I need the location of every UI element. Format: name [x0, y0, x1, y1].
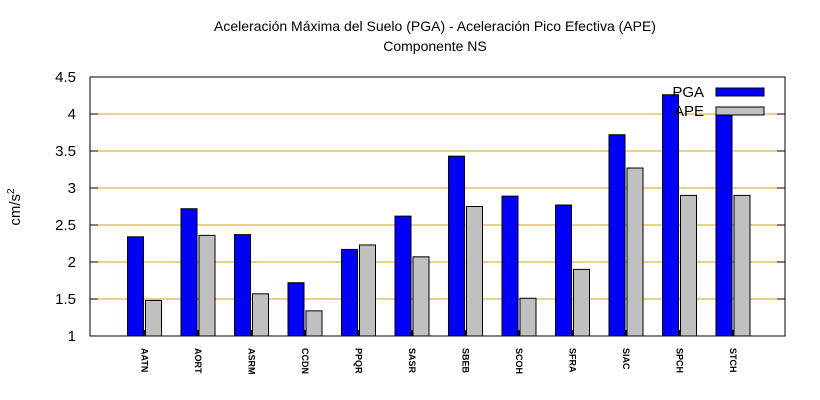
bar-ape-scoh — [519, 297, 537, 337]
y-tick-label: 3.5 — [55, 143, 76, 160]
bar-ape-sasr — [412, 256, 430, 337]
bar-ape-aort — [198, 234, 216, 337]
legend-swatch-pga — [715, 87, 765, 97]
y-tick-label: 2.5 — [55, 217, 76, 234]
bar-pga-asrm — [234, 234, 251, 337]
bar-ape-sbeb — [466, 206, 483, 337]
y-tick-label: 2 — [68, 254, 76, 271]
bar-ape-aatn — [145, 299, 162, 337]
y-tick-label: 3 — [68, 180, 76, 197]
x-tick-label: SFRA — [568, 348, 578, 373]
bar-pga-stch — [715, 114, 733, 337]
x-tick-label: SASR — [407, 348, 417, 374]
bar-ape-spch — [680, 194, 697, 337]
y-ticks: 1 1.5 2 2.5 3 3.5 4 4.5 — [55, 69, 785, 345]
legend-swatch-ape — [715, 106, 765, 116]
y-axis-label: cm/s2 — [6, 188, 24, 226]
y-tick-label: 4 — [68, 106, 76, 123]
bar-ape-sfra — [573, 268, 590, 337]
chart-title: Aceleración Máxima del Suelo (PGA) - Ace… — [214, 18, 656, 34]
plot-frame — [89, 76, 786, 337]
y-tick-label: 1.5 — [55, 291, 76, 308]
x-tick-label: AORT — [193, 348, 203, 374]
legend-label-pga: PGA — [672, 84, 704, 101]
bar-pga-sfra — [555, 204, 572, 337]
bar-pga-aatn — [127, 236, 144, 337]
bar-ape-ppqr — [359, 244, 376, 337]
y-tick-label: 1 — [68, 328, 76, 345]
bar-ape-stch — [733, 194, 751, 337]
bar-ape-siac — [626, 167, 644, 337]
y-tick-label: 4.5 — [55, 69, 76, 86]
x-tick-label: PPQR — [354, 348, 364, 374]
x-tick-label: STCH — [728, 348, 738, 373]
bar-pga-sbeb — [448, 155, 465, 337]
bar-ape-asrm — [252, 293, 269, 337]
legend: PGA APE — [672, 84, 765, 120]
x-tick-label: ASRM — [247, 348, 257, 375]
bar-pga-scoh — [501, 195, 519, 337]
bar-pga-ppqr — [341, 248, 358, 337]
y-axis-label-exponent: 2 — [6, 188, 17, 194]
bars — [127, 94, 751, 337]
x-tick-label: SIAC — [621, 348, 631, 370]
bar-pga-aort — [180, 208, 198, 337]
y-axis-label-unit: cm/s — [7, 194, 24, 226]
bar-pga-ccdn — [287, 282, 305, 337]
bar-pga-siac — [608, 134, 626, 337]
legend-label-ape: APE — [674, 103, 704, 120]
bar-pga-sasr — [394, 215, 412, 337]
x-tick-label: SCOH — [514, 348, 524, 374]
x-tick-label: SBEB — [461, 348, 471, 374]
x-ticks: AATN AORT ASRM CCDN PPQR SASR SBEB SCOH SFRA SIAC… — [140, 330, 738, 375]
x-tick-label: CCDN — [300, 348, 310, 374]
x-tick-label: SPCH — [675, 348, 685, 373]
bar-ape-ccdn — [305, 310, 323, 337]
bar-pga-spch — [662, 94, 679, 337]
chart-subtitle: Componente NS — [383, 38, 487, 54]
x-tick-label: AATN — [140, 348, 150, 372]
